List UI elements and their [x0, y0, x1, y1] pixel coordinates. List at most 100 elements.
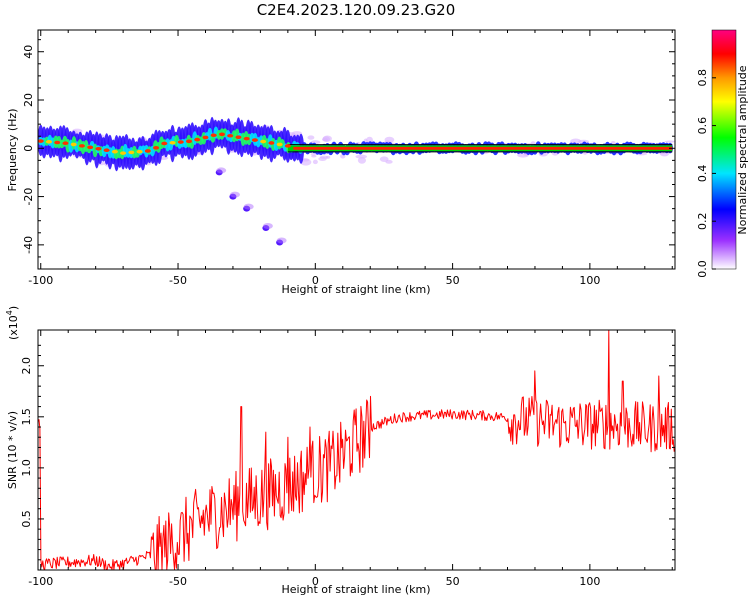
spectrogram-haze [325, 155, 331, 159]
spectrogram-haze [570, 138, 582, 144]
spectrogram-band-core [37, 139, 44, 143]
spectrogram-secondary-haze [216, 167, 227, 174]
snr-x-ticks: -100 -50 0 50 100 [28, 330, 673, 588]
spectrogram-panel: -100 -50 0 50 100 -40 -20 0 20 40 Height of stra… [6, 29, 676, 296]
snr-scale-exponent: 4 [5, 310, 14, 315]
spectrogram-band-core [153, 146, 160, 150]
y-tick-label: 2.0 [20, 357, 33, 375]
spectrogram-band-core [177, 140, 184, 144]
spectrogram-secondary-haze [229, 191, 240, 198]
colorbar-tick-label: 0.0 [696, 260, 709, 278]
spectrogram-band-core [161, 141, 168, 146]
spectrogram-secondary-haze [243, 203, 254, 210]
spectrogram-band-core [268, 141, 275, 145]
spectrogram-haze [312, 159, 318, 165]
snr-y-axis-label: SNR (10 * v/v) [6, 411, 19, 489]
spectrogram-haze [379, 156, 389, 162]
snr-scale-close: ) [7, 306, 20, 310]
spectrogram-x-axis-label: Height of straight line (km) [281, 283, 430, 296]
spectrogram-band-core [235, 135, 242, 139]
spectrogram-band-core [95, 146, 102, 151]
x-tick-label: 100 [579, 274, 600, 287]
colorbar-ticks: 0.0 0.2 0.4 0.6 0.8 [696, 69, 716, 278]
spectrogram-y-ticks: -40 -20 0 20 40 [22, 39, 675, 270]
spectrogram-band-core [128, 150, 135, 155]
spectrogram-y-axis-label: Frequency (Hz) [6, 109, 19, 192]
spectrogram-haze [307, 135, 315, 140]
x-tick-label: -100 [28, 274, 53, 287]
snr-y-ticks: 0.5 1.0 1.5 2.0 [20, 344, 675, 561]
spectrogram-band-core [45, 139, 52, 144]
x-tick-label: -50 [169, 575, 187, 588]
y-tick-label: -20 [22, 188, 35, 206]
spectrogram-band-core [78, 144, 85, 148]
spectrogram-band-core [70, 142, 77, 147]
y-tick-label: 20 [22, 93, 35, 107]
x-tick-label: 0 [312, 575, 319, 588]
spectrogram-haze [322, 135, 332, 142]
spectrogram-band-core [103, 148, 110, 153]
y-tick-label: -40 [22, 236, 35, 254]
spectrogram-haze [318, 156, 327, 161]
spectrogram-band-core [210, 133, 217, 138]
svg-text:(x104): (x104) [5, 306, 20, 340]
colorbar-tick-label: 0.8 [696, 69, 709, 87]
snr-panel: -100 -50 0 50 100 0.5 1.0 1.5 2.0 Height of str… [5, 306, 676, 596]
spectrogram-x-ticks: -100 -50 0 50 100 [28, 30, 673, 287]
spectrogram-band-core [194, 137, 201, 142]
x-tick-label: 100 [579, 575, 600, 588]
snr-marks [37, 329, 675, 570]
spectrogram-haze [310, 152, 316, 156]
spectrogram-haze [664, 140, 676, 143]
y-tick-label: 1.5 [20, 408, 33, 426]
snr-series-line [37, 329, 675, 570]
spectrogram-haze [357, 157, 367, 164]
y-tick-label: 0.5 [20, 510, 33, 528]
x-tick-label: -100 [28, 575, 53, 588]
spectrogram-haze [355, 154, 368, 159]
spectrogram-band-core [218, 132, 225, 137]
snr-scale-prefix: (x10 [7, 315, 20, 340]
spectrogram-band-core [227, 133, 234, 138]
spectrogram-main-line-red [293, 146, 673, 150]
spectrogram-haze [578, 139, 590, 144]
spectrogram-band-core [260, 139, 267, 144]
spectrogram-band-core [120, 151, 127, 155]
spectrogram-band-core [136, 149, 143, 154]
colorbar-gradient [711, 29, 737, 270]
x-tick-label: 50 [446, 575, 460, 588]
spectrogram-marks [37, 116, 676, 246]
spectrogram-band-core [54, 140, 61, 145]
snr-frame [37, 329, 676, 571]
x-tick-label: 0 [312, 274, 319, 287]
spectrogram-haze [517, 152, 529, 158]
colorbar-tick-label: 0.6 [696, 117, 709, 135]
snr-x-axis-label: Height of straight line (km) [281, 583, 430, 596]
spectrogram-band-core [284, 144, 291, 148]
spectrogram-haze [384, 136, 395, 143]
colorbar-tick-label: 0.4 [696, 165, 709, 183]
spectrogram-band-core [276, 142, 283, 147]
spectrogram-band-core [186, 139, 193, 144]
spectrogram-haze [311, 155, 317, 158]
spectrogram-secondary-haze [262, 222, 273, 229]
spectrogram-secondary-haze [276, 237, 287, 244]
colorbar: 0.0 0.2 0.4 0.6 0.8 Normalized spectral ampl… [696, 29, 749, 278]
spectrogram-band-core [87, 145, 94, 150]
spectrogram-band-core [243, 136, 250, 141]
chart-title: C2E4.2023.120.09.23.G20 [257, 1, 456, 19]
spectrogram-frame [37, 29, 676, 270]
spectrogram-band-core [251, 138, 258, 142]
spectrogram-band-core [144, 149, 151, 153]
spectrogram-haze [300, 158, 312, 166]
spectrogram-band-core [111, 149, 118, 154]
colorbar-tick-label: 0.2 [696, 212, 709, 230]
y-tick-label: 1.0 [20, 459, 33, 477]
x-tick-label: 50 [446, 274, 460, 287]
snr-scale-label: (x104) [5, 306, 20, 340]
spectrogram-band-core [62, 141, 69, 146]
y-tick-label: 0 [22, 145, 35, 152]
y-tick-label: 40 [22, 45, 35, 59]
x-tick-label: -50 [169, 274, 187, 287]
